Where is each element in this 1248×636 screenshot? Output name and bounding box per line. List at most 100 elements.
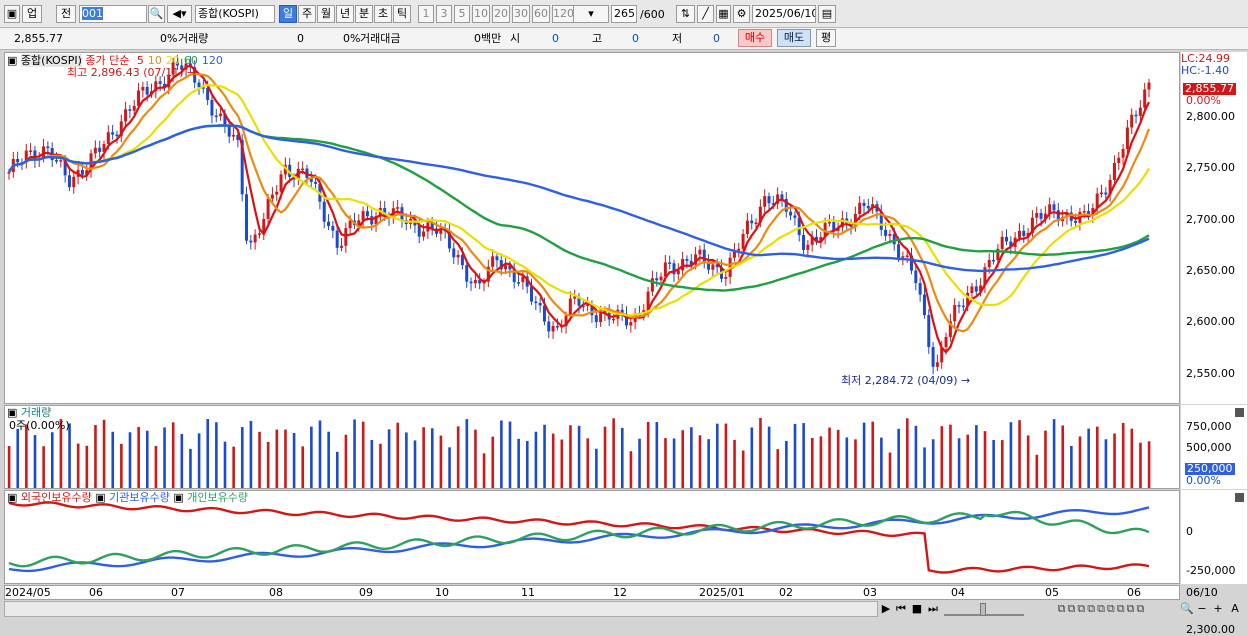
candle-body	[29, 150, 33, 152]
volume-bar	[68, 423, 71, 488]
sound-icon[interactable]: ◀▾	[167, 5, 192, 23]
holdings-legend: ▣ 외국인보유수량 ▣ 기관보유수량 ▣ 개인보유수량	[7, 492, 248, 504]
vol-tick: 500,000	[1186, 441, 1232, 454]
sell-button[interactable]: 매도	[777, 29, 811, 47]
candle-body	[694, 254, 698, 265]
minute-tab[interactable]: 3	[436, 5, 452, 23]
candle-body	[357, 220, 361, 226]
candle-body	[180, 65, 184, 70]
volume-bar	[145, 430, 149, 488]
ma-legend: 5 10 20 60 120	[133, 54, 223, 67]
candle-body	[970, 286, 974, 293]
period-tab[interactable]: 년	[336, 5, 354, 23]
stop-icon[interactable]: ■	[911, 602, 923, 615]
candle-body	[910, 255, 913, 271]
volume-bar	[16, 428, 20, 488]
tool-icons[interactable]: ⧉⧉⧉⧉⧉⧉⧉⧉⧉	[1057, 602, 1147, 615]
minute-tab[interactable]: 20	[492, 5, 510, 23]
step-back-icon[interactable]: ⏮	[896, 602, 906, 615]
average-button[interactable]: 평	[816, 29, 836, 47]
close-icon[interactable]	[1235, 408, 1244, 417]
speed-slider[interactable]	[944, 603, 1024, 616]
volume-bar	[430, 428, 434, 488]
low-annotation: 최저 2,284.72 (04/09) →	[841, 374, 971, 387]
date-input[interactable]: 2025/06/10	[752, 5, 816, 23]
holdings-series-2: 개인보유수량	[187, 491, 249, 504]
search-icon[interactable]: 🔍	[148, 5, 165, 23]
count-input[interactable]: 265	[611, 5, 637, 23]
close-icon[interactable]	[1235, 493, 1244, 502]
candle-body	[1108, 179, 1112, 195]
candle-body	[279, 174, 283, 192]
zoom-in-icon[interactable]: +	[1213, 602, 1223, 615]
x-axis-label: 10	[435, 586, 449, 599]
minute-tab[interactable]: 1	[418, 5, 434, 23]
candle-body	[240, 139, 244, 195]
period-tab[interactable]: 초	[374, 5, 392, 23]
candle-body	[249, 240, 253, 243]
horizontal-scrollbar[interactable]	[4, 601, 878, 617]
market-select[interactable]: 업	[22, 5, 42, 23]
calendar-icon[interactable]: ▤	[818, 5, 836, 23]
candle-body	[793, 215, 797, 218]
volume-bar	[551, 433, 555, 488]
volume-bar	[620, 427, 624, 488]
volume-bar	[448, 447, 451, 488]
dropdown-icon[interactable]: ▾	[573, 5, 609, 23]
volume-bar	[353, 419, 356, 488]
step-forward-icon[interactable]: ⏭	[928, 602, 938, 615]
period-tab[interactable]: 월	[317, 5, 335, 23]
line-tool-icon[interactable]: ╱	[697, 5, 714, 23]
candle-body	[754, 222, 758, 224]
volume-bar	[25, 424, 28, 488]
volume-bar	[301, 446, 305, 488]
holdings-panel[interactable]: ▣ 외국인보유수량 ▣ 기관보유수량 ▣ 개인보유수량	[4, 490, 1180, 584]
code-input[interactable]: 001	[79, 5, 147, 23]
period-tab[interactable]: 주	[298, 5, 316, 23]
volume-bar	[1061, 425, 1065, 488]
period-tab[interactable]: 틱	[393, 5, 411, 23]
volume-bar	[422, 427, 425, 488]
buy-button[interactable]: 매수	[738, 29, 772, 47]
minute-tab[interactable]: 60	[532, 5, 550, 23]
save-icon[interactable]: ▦	[716, 5, 731, 23]
minute-tab[interactable]: 5	[454, 5, 470, 23]
amount-label: 거래대금	[360, 32, 401, 45]
period-tab[interactable]: 분	[355, 5, 373, 23]
volume-bar	[785, 440, 788, 488]
candle-body	[987, 259, 991, 268]
candle-body	[72, 176, 76, 188]
candle-body	[469, 281, 473, 284]
candle-body	[599, 313, 603, 323]
minute-tab[interactable]: 10	[472, 5, 490, 23]
gear-icon[interactable]: ⚙	[733, 5, 750, 23]
minute-tab[interactable]: 30	[512, 5, 530, 23]
zoom-icon[interactable]: 🔍	[1180, 602, 1194, 615]
volume-bar	[1018, 420, 1021, 488]
price-chart-svg[interactable]	[5, 53, 1179, 403]
ma-line-120	[7, 124, 1150, 273]
candle-body	[564, 315, 568, 327]
holdings-chart-svg[interactable]	[5, 491, 1179, 583]
candle-body	[1104, 192, 1108, 195]
font-icon[interactable]: A	[1231, 602, 1239, 615]
minute-tab[interactable]: 120	[552, 5, 574, 23]
play-icon[interactable]: ▶	[881, 602, 891, 615]
period-tab[interactable]: 일	[279, 5, 297, 23]
chart-tool-icon[interactable]: ⇅	[676, 5, 695, 23]
volume-panel[interactable]: ▣ 거래량 0주(0.00%)	[4, 405, 1180, 489]
price-chart-panel[interactable]: ▣ 종합(KOSPI) 종가 단순 5 10 20 60 120 최고 2,896.43…	[4, 52, 1180, 404]
volume-bar	[50, 432, 54, 488]
slider-handle[interactable]	[980, 603, 986, 616]
candle-body	[460, 254, 464, 266]
layout-icon[interactable]: ▣	[4, 5, 20, 23]
candle-body	[154, 81, 158, 92]
volume-bar	[292, 432, 296, 488]
zoom-out-icon[interactable]: −	[1197, 602, 1207, 615]
volume-chart-svg[interactable]	[5, 406, 1179, 488]
candle-body	[892, 233, 896, 245]
candle-body	[262, 218, 266, 234]
candle-body	[430, 222, 434, 229]
lc-label: LC:24.99	[1181, 52, 1231, 65]
period-toggle-button[interactable]: 전	[56, 5, 76, 23]
